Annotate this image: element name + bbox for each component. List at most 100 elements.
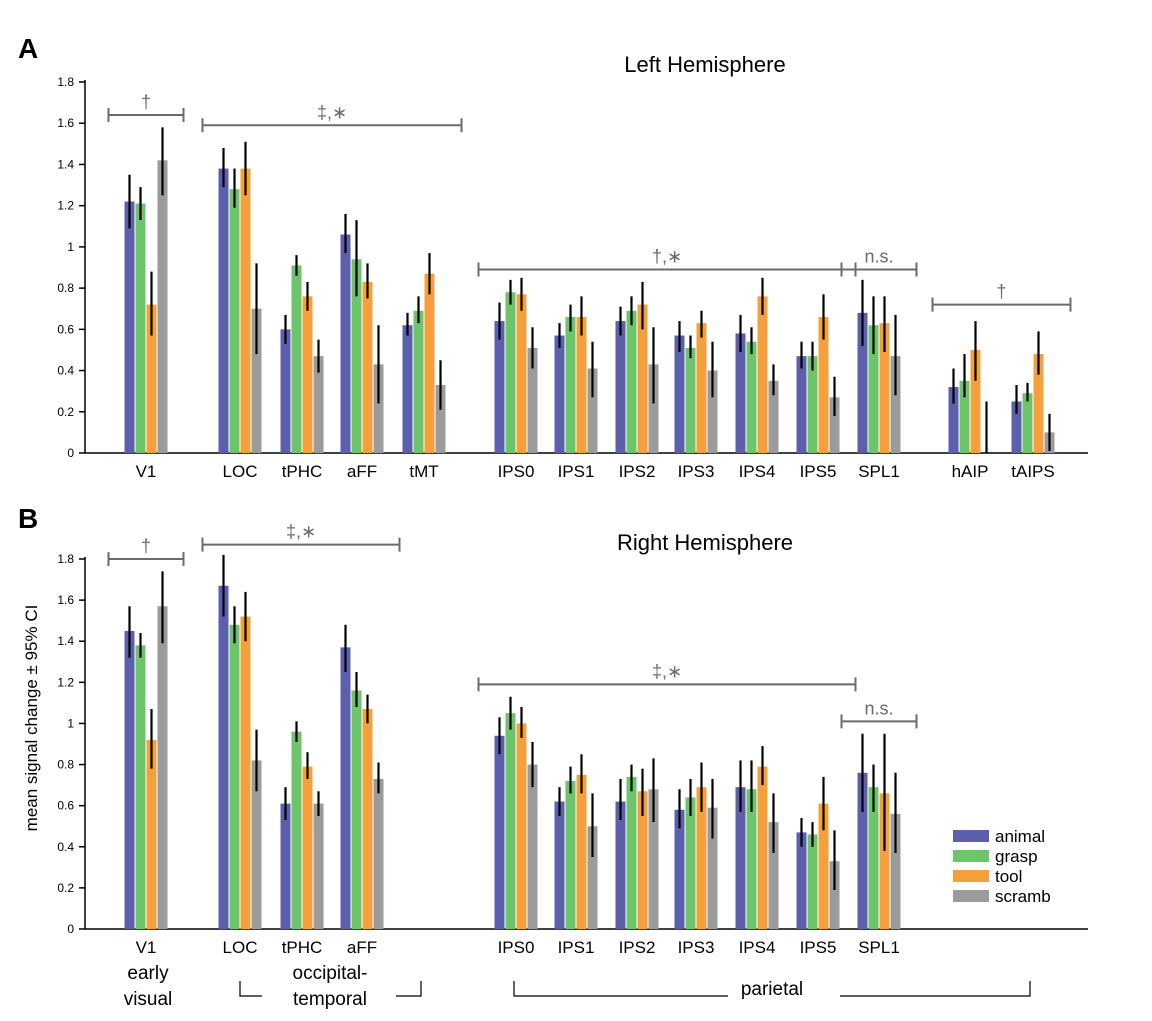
- category-label-loc: LOC: [223, 462, 258, 481]
- panel-label-a: A: [18, 33, 38, 64]
- bar-spl1-scramb: [890, 813, 901, 929]
- y-tick-label: 0.2: [57, 881, 74, 895]
- group-occipital-temporal-line2: temporal: [293, 989, 367, 1010]
- bar-v1-grasp: [135, 203, 146, 453]
- legend-label-tool: tool: [995, 867, 1022, 886]
- bar-ips2-grasp: [626, 776, 637, 929]
- category-label-ips5: IPS5: [800, 938, 837, 957]
- bar-ips1-animal: [554, 335, 565, 453]
- bar-loc-scramb: [251, 760, 262, 929]
- annotations-right: † ‡,∗ ‡,∗ n.s.: [107, 522, 918, 729]
- bar-aff-scramb: [373, 778, 384, 929]
- significance-label-loc-aff: ‡,∗: [286, 522, 316, 542]
- bar-ips0-tool: [516, 723, 527, 929]
- bar-ips3-animal: [674, 335, 685, 453]
- bar-ips3-grasp: [685, 347, 696, 453]
- bar-spl1-tool: [879, 323, 890, 453]
- bar-ips0-animal: [494, 735, 505, 929]
- bar-ips0-animal: [494, 321, 505, 453]
- significance-label-ips0-ips5: †,∗: [652, 247, 682, 267]
- category-label-ips2: IPS2: [619, 462, 656, 481]
- bar-aff-animal: [340, 647, 351, 929]
- significance-bracket-loc-aff: [201, 537, 401, 552]
- bar-ips0-tool: [516, 294, 527, 453]
- bar-aff-grasp: [351, 690, 362, 929]
- y-tick-label: 0.4: [57, 840, 74, 854]
- bar-ips1-tool: [576, 316, 587, 453]
- bar-ips1-scramb: [587, 826, 598, 929]
- bar-ips1-grasp: [565, 781, 576, 929]
- category-label-tmt: tMT: [409, 462, 438, 481]
- bar-loc-tool: [240, 616, 251, 929]
- bar-ips4-animal: [735, 787, 746, 929]
- bar-ips2-scramb: [648, 789, 659, 929]
- significance-bracket-v1-v1: [107, 107, 185, 122]
- y-tick-label: 1.8: [57, 552, 74, 566]
- category-label-ips4: IPS4: [739, 938, 776, 957]
- bar-ips4-grasp: [746, 789, 757, 929]
- bar-tphc-scramb: [313, 356, 324, 453]
- group-bracket-occipital-left: [239, 981, 262, 997]
- bar-taips-animal: [1011, 401, 1022, 453]
- bar-ips3-scramb: [707, 807, 718, 929]
- legend-label-grasp: grasp: [995, 847, 1038, 866]
- bar-v1-tool: [146, 739, 157, 929]
- bar-tmt-scramb: [435, 384, 446, 453]
- bar-ips0-scramb: [527, 764, 538, 929]
- bar-ips0-grasp: [505, 713, 516, 929]
- bar-loc-grasp: [229, 189, 240, 453]
- legend-swatch-grasp: [953, 850, 989, 862]
- category-labels-left: V1 LOC tPHC aFF tMT IPS0 IPS1 IPS2 IPS3 IPS4 IPS5 S…: [136, 462, 1055, 481]
- category-label-loc: LOC: [223, 938, 258, 957]
- bar-aff-animal: [340, 234, 351, 453]
- bar-v1-grasp: [135, 645, 146, 929]
- y-tick-label: 1.2: [57, 199, 74, 213]
- bar-ips4-scramb: [768, 380, 779, 453]
- group-bracket-parietal-left: [513, 981, 728, 997]
- bar-loc-animal: [218, 168, 229, 454]
- significance-label-ips0-ips5: ‡,∗: [652, 661, 682, 681]
- bar-ips4-animal: [735, 333, 746, 453]
- category-label-tphc: tPHC: [282, 462, 323, 481]
- significance-bracket-ips0-ips5: [477, 677, 857, 692]
- bar-v1-tool: [146, 304, 157, 453]
- bar-ips2-scramb: [648, 364, 659, 453]
- bar-aff-grasp: [351, 259, 362, 453]
- category-label-ips3: IPS3: [678, 462, 715, 481]
- bar-haip-grasp: [959, 380, 970, 453]
- bar-ips1-scramb: [587, 368, 598, 453]
- y-axis-label: mean signal change ± 95% CI: [22, 605, 41, 832]
- category-label-haip: hAIP: [952, 462, 989, 481]
- bar-ips3-tool: [696, 323, 707, 453]
- bar-aff-tool: [362, 709, 373, 929]
- bar-taips-tool: [1033, 354, 1044, 453]
- bar-spl1-tool: [879, 793, 890, 929]
- bar-ips3-scramb: [707, 370, 718, 453]
- significance-label-spl1-spl1: n.s.: [864, 698, 893, 718]
- bar-tphc-grasp: [291, 265, 302, 453]
- bar-v1-scramb: [157, 606, 168, 929]
- bar-loc-grasp: [229, 624, 240, 929]
- significance-label-loc-tmt: ‡,∗: [317, 102, 347, 122]
- bars-left: [124, 127, 1055, 454]
- significance-bracket-v1-v1: [107, 552, 185, 566]
- bar-spl1-scramb: [890, 356, 901, 453]
- bar-tphc-grasp: [291, 731, 302, 929]
- bar-spl1-grasp: [868, 325, 879, 453]
- panel-label-b: B: [18, 503, 38, 534]
- bar-aff-tool: [362, 281, 373, 453]
- bar-tmt-animal: [402, 325, 413, 453]
- y-tick-label: 0.6: [57, 322, 74, 336]
- group-early-visual-line1: early: [127, 963, 169, 984]
- category-label-ips4: IPS4: [739, 462, 776, 481]
- category-label-ips0: IPS0: [498, 462, 535, 481]
- category-label-tphc: tPHC: [282, 938, 323, 957]
- category-labels-right: V1 LOC tPHC aFF IPS0 IPS1 IPS2 IPS3 IPS4 IPS5 SPL1: [136, 938, 900, 957]
- category-label-ips1: IPS1: [558, 462, 595, 481]
- bar-loc-tool: [240, 168, 251, 454]
- category-label-ips5: IPS5: [800, 462, 837, 481]
- category-label-ips2: IPS2: [619, 938, 656, 957]
- bar-ips0-scramb: [527, 347, 538, 453]
- bar-aff-scramb: [373, 364, 384, 453]
